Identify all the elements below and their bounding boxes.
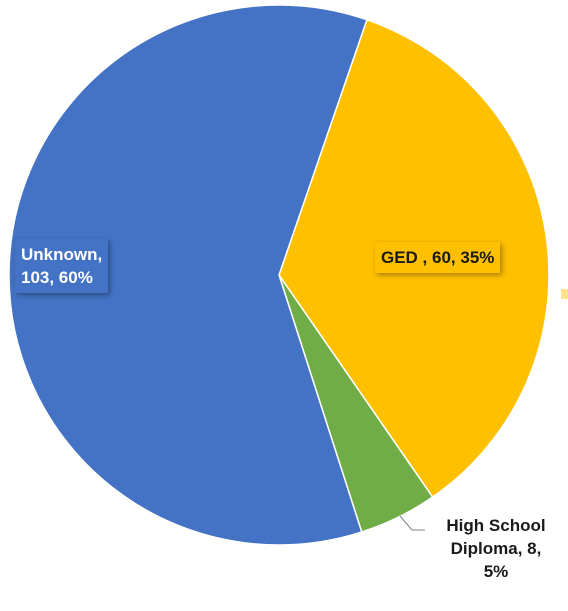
- data-label-ged: GED , 60, 35%: [375, 242, 501, 273]
- data-label-unknown: Unknown, 103, 60%: [15, 239, 109, 293]
- slice-unknown: [8, 4, 368, 546]
- data-label-high-school-diploma: High School Diploma, 8, 5%: [446, 516, 546, 581]
- legend-marker-fragment: [561, 289, 568, 299]
- leader-line-high-school: [399, 515, 425, 531]
